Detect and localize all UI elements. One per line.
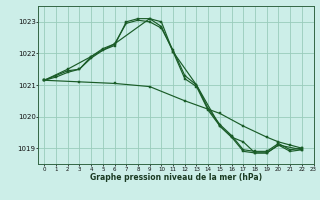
- X-axis label: Graphe pression niveau de la mer (hPa): Graphe pression niveau de la mer (hPa): [90, 173, 262, 182]
